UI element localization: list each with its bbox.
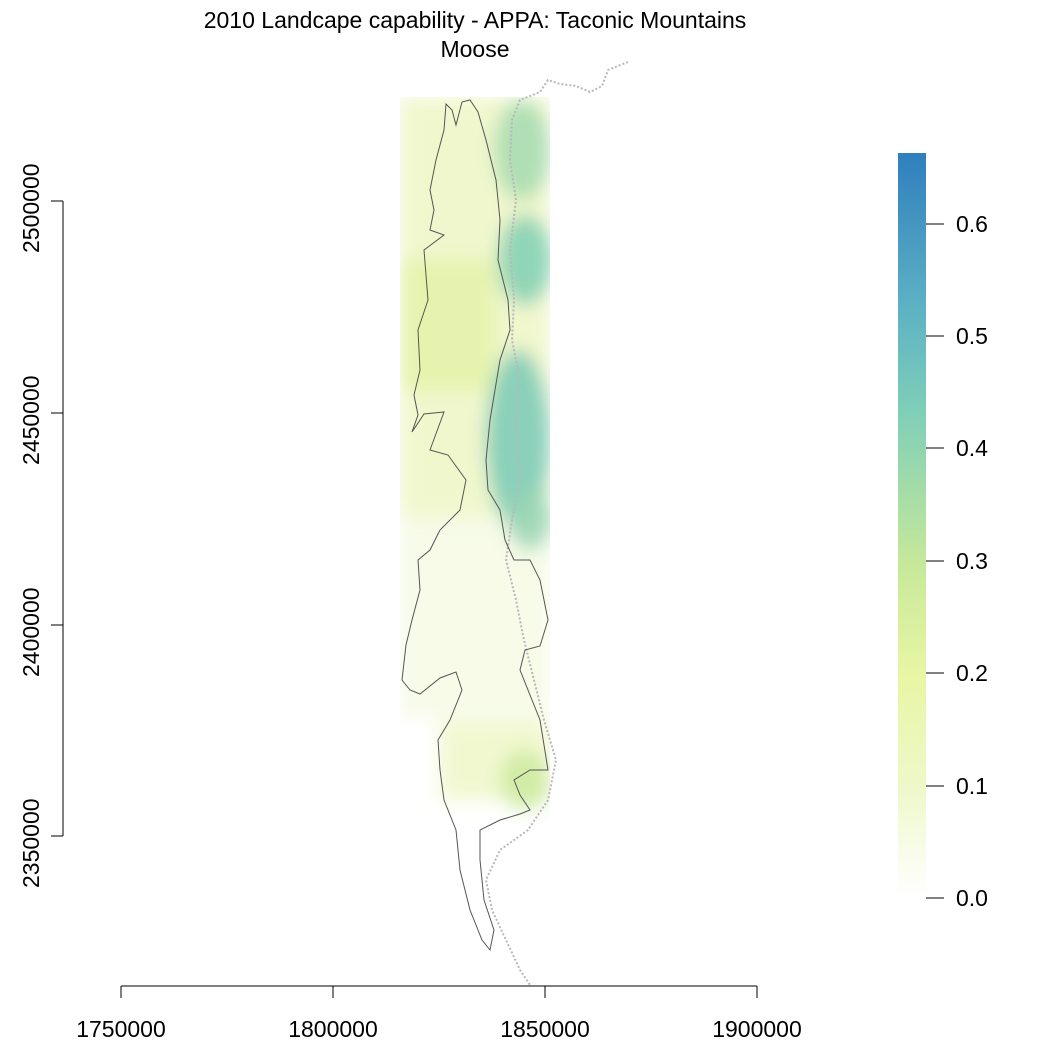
legend-tick-label: 0.4 — [956, 435, 988, 461]
legend-tick-label: 0.3 — [956, 548, 988, 574]
map-subtitle: Moose — [440, 36, 510, 62]
x-tick-label: 1750000 — [76, 1016, 166, 1042]
x-tick-label: 1900000 — [712, 1016, 802, 1042]
legend-tick-label: 0.6 — [956, 211, 988, 237]
colorbar-ticks — [926, 223, 944, 899]
colorbar — [898, 153, 926, 897]
y-tick-label: 2450000 — [18, 375, 44, 465]
x-tick-label: 1850000 — [500, 1016, 590, 1042]
y-tick-label: 2500000 — [18, 163, 44, 253]
x-axis — [120, 985, 758, 998]
x-tick-label: 1800000 — [288, 1016, 378, 1042]
y-axis — [51, 200, 64, 837]
appa-boundary — [401, 99, 549, 952]
legend-tick-label: 0.2 — [956, 660, 988, 686]
legend-tick-label: 0.5 — [956, 323, 988, 349]
map-title: 2010 Landcape capability - APPA: Taconic… — [203, 7, 747, 33]
y-tick-label: 2350000 — [18, 798, 44, 888]
capability-raster — [400, 97, 550, 957]
legend-tick-label: 0.1 — [956, 773, 988, 799]
legend-tick-label: 0.0 — [956, 885, 988, 911]
y-tick-label: 2400000 — [18, 587, 44, 677]
